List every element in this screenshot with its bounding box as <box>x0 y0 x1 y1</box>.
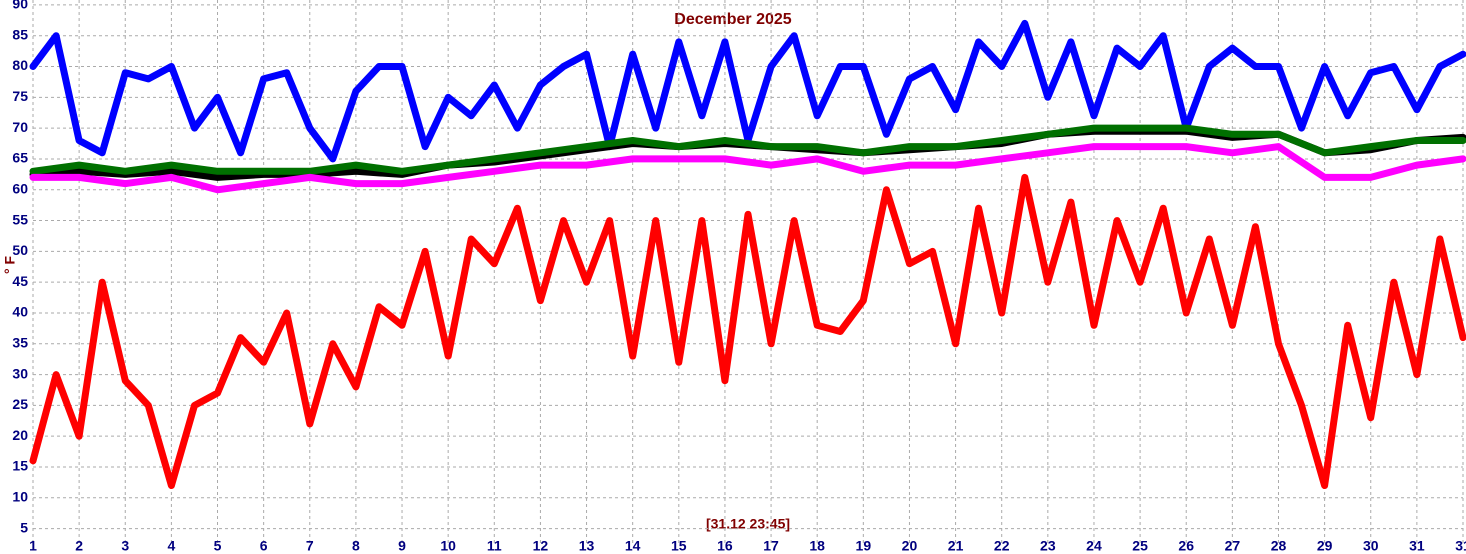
y-tick-label: 40 <box>12 304 28 320</box>
x-tick-label: 9 <box>398 538 406 554</box>
y-tick-label: 45 <box>12 273 28 289</box>
x-tick-label: 18 <box>809 538 825 554</box>
y-tick-label: 5 <box>20 519 28 535</box>
x-tick-label: 25 <box>1132 538 1148 554</box>
x-tick-label: 5 <box>214 538 222 554</box>
x-tick-label: 15 <box>671 538 687 554</box>
x-tick-label: 10 <box>440 538 456 554</box>
x-tick-label: 20 <box>902 538 918 554</box>
x-tick-label: 16 <box>717 538 733 554</box>
y-tick-label: 50 <box>12 242 28 258</box>
y-tick-label: 10 <box>12 488 28 504</box>
x-tick-label: 7 <box>306 538 314 554</box>
chart-title: December 2025 <box>674 11 792 28</box>
x-tick-label: 31 <box>1409 538 1425 554</box>
x-tick-label: 13 <box>579 538 595 554</box>
y-tick-label: 90 <box>12 0 28 12</box>
y-tick-label: 60 <box>12 180 28 196</box>
x-tick-label: 12 <box>533 538 549 554</box>
series-line <box>29 143 1466 194</box>
y-tick-label: 75 <box>12 88 28 104</box>
x-tick-label: 28 <box>1271 538 1287 554</box>
y-tick-label: 85 <box>12 26 28 42</box>
x-tick-label: 30 <box>1363 538 1379 554</box>
y-tick-label: 65 <box>12 150 28 166</box>
x-tick-label: 1 <box>29 538 37 554</box>
x-tick-label: 21 <box>948 538 964 554</box>
x-tick-label: 3 <box>121 538 129 554</box>
x-tick-label: 6 <box>260 538 268 554</box>
y-tick-label: 20 <box>12 427 28 443</box>
x-tick-label: 29 <box>1317 538 1333 554</box>
x-tick-label: 27 <box>1225 538 1241 554</box>
series-line <box>29 124 1466 175</box>
y-tick-label: 35 <box>12 334 28 350</box>
y-tick-label: 30 <box>12 365 28 381</box>
x-tick-label: 4 <box>167 538 175 554</box>
y-tick-label: 55 <box>12 211 28 227</box>
x-tick-label: 14 <box>625 538 641 554</box>
x-tick-label: 23 <box>1040 538 1056 554</box>
x-tick-label: 26 <box>1178 538 1194 554</box>
x-tick-label: 11 <box>487 538 502 554</box>
x-tick-label: 19 <box>856 538 872 554</box>
y-tick-label: 25 <box>12 396 28 412</box>
y-tick-label: 15 <box>12 458 28 474</box>
x-tick-label: 17 <box>763 538 779 554</box>
x-tick-label: 24 <box>1086 538 1102 554</box>
annotation: [31.12 23:45] <box>706 516 790 532</box>
x-tick-label: 22 <box>994 538 1010 554</box>
y-tick-label: 80 <box>12 57 28 73</box>
x-tick-label: 2 <box>75 538 83 554</box>
y-axis-label: ° F <box>2 256 18 274</box>
x-tick-label: 31 <box>1455 538 1466 554</box>
y-tick-label: 70 <box>12 119 28 135</box>
series-line <box>29 173 1466 489</box>
x-tick-label: 8 <box>352 538 360 554</box>
